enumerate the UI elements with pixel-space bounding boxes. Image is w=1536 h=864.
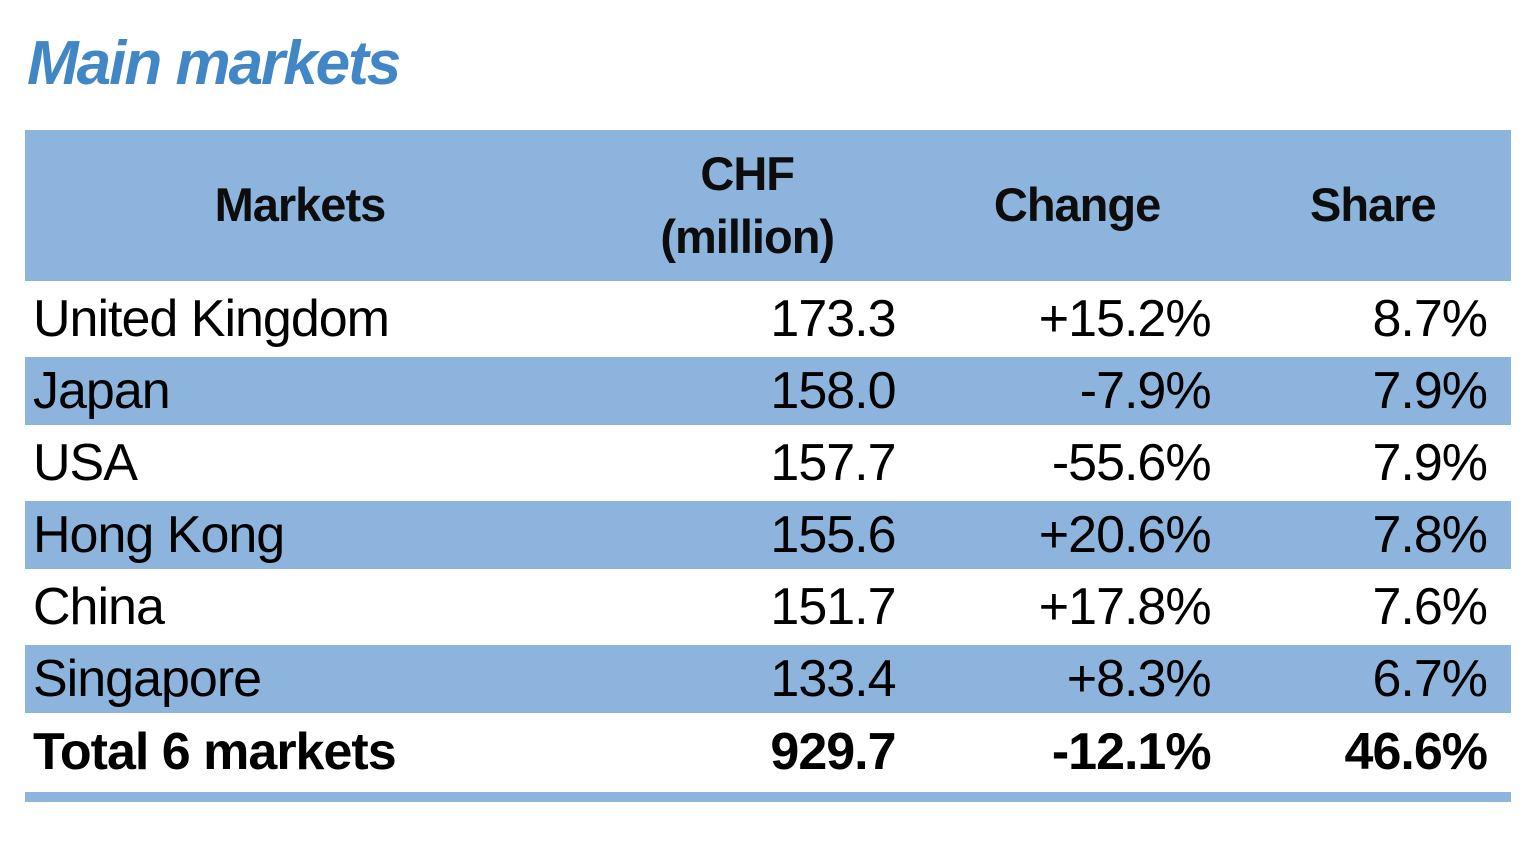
value-cell: 8.7% <box>1372 290 1488 348</box>
header-chf-million: CHF (million) <box>574 130 920 283</box>
value-cell: 157.7 <box>770 434 896 492</box>
value-cell: -7.9% <box>1079 362 1212 420</box>
market-name-cell: United Kingdom <box>33 290 390 348</box>
table-row: Singapore 133.4 +8.3% 6.7% <box>25 643 1511 715</box>
value-cell: 151.7 <box>770 578 896 636</box>
value-cell: -55.6% <box>1051 434 1212 492</box>
value-cell: +17.8% <box>1038 578 1212 636</box>
table-row: USA 157.7 -55.6% 7.9% <box>25 427 1511 499</box>
value-cell: 173.3 <box>770 290 896 348</box>
value-cell: 158.0 <box>770 362 896 420</box>
value-cell: -12.1% <box>1051 723 1212 781</box>
total-row: Total 6 markets 929.7 -12.1% 46.6% <box>25 715 1511 787</box>
page-title: Main markets <box>27 29 401 98</box>
value-cell: 929.7 <box>770 723 896 781</box>
table-row: Japan 158.0 -7.9% 7.9% <box>25 355 1511 427</box>
value-cell: +20.6% <box>1038 506 1212 564</box>
value-cell: 6.7% <box>1372 650 1488 708</box>
value-cell: 7.6% <box>1372 578 1488 636</box>
header-share: Share <box>1234 130 1511 283</box>
table-row: United Kingdom 173.3 +15.2% 8.7% <box>25 283 1511 355</box>
header-change: Change <box>919 130 1235 283</box>
value-cell: 7.9% <box>1372 362 1488 420</box>
value-cell: 133.4 <box>770 650 896 708</box>
table-row: China 151.7 +17.8% 7.6% <box>25 571 1511 643</box>
value-cell: +8.3% <box>1066 650 1212 708</box>
header-markets: Markets <box>25 130 575 283</box>
table-row: Hong Kong 155.6 +20.6% 7.8% <box>25 499 1511 571</box>
main-markets-table: Markets CHF (million) Change Share Unite… <box>25 130 1511 787</box>
table-header: Markets CHF (million) Change Share <box>25 130 1511 283</box>
market-name-cell: Total 6 markets <box>33 723 397 781</box>
header-row: Markets CHF (million) Change Share <box>25 130 1511 283</box>
header-chf-line1: CHF <box>700 147 795 201</box>
main-markets-table-wrap: Markets CHF (million) Change Share Unite… <box>25 130 1511 802</box>
value-cell: 7.8% <box>1372 506 1488 564</box>
value-cell: 7.9% <box>1372 434 1488 492</box>
value-cell: 155.6 <box>770 506 896 564</box>
market-name-cell: Singapore <box>33 650 262 708</box>
market-name-cell: Japan <box>33 362 171 420</box>
market-name-cell: USA <box>33 434 138 492</box>
market-name-cell: Hong Kong <box>33 506 285 564</box>
value-cell: +15.2% <box>1038 290 1212 348</box>
header-chf-line2: (million) <box>660 209 835 263</box>
market-name-cell: China <box>33 578 165 636</box>
table-bottom-accent-bar <box>25 792 1511 802</box>
value-cell: 46.6% <box>1344 723 1488 781</box>
table-body: United Kingdom 173.3 +15.2% 8.7% Japan 158.0 -… <box>25 283 1511 787</box>
